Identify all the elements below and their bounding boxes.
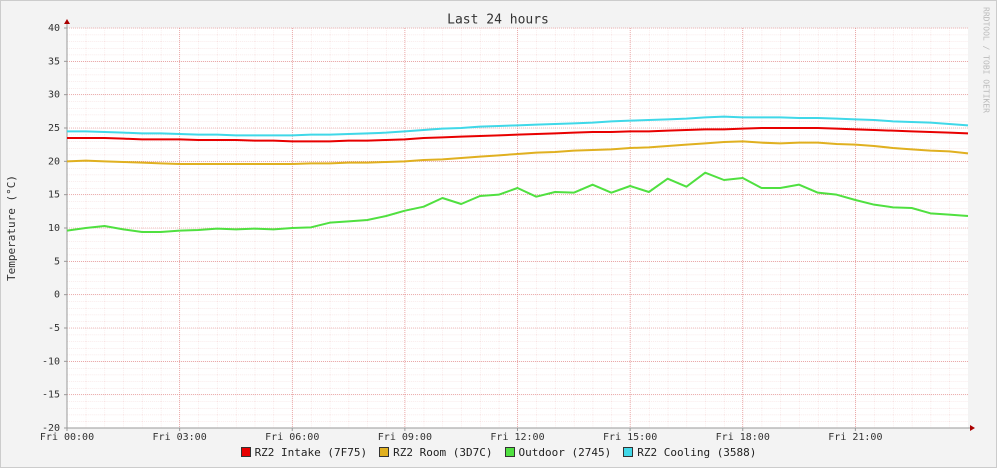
legend-label: RZ2 Intake (7F75) bbox=[254, 446, 368, 459]
y-tick-label: -10 bbox=[42, 356, 60, 367]
legend-item: Outdoor (2745) bbox=[504, 446, 612, 459]
legend-label: Outdoor (2745) bbox=[518, 446, 612, 459]
x-tick-label: Fri 21:00 bbox=[828, 432, 882, 443]
x-tick-label: Fri 15:00 bbox=[603, 432, 657, 443]
axis-arrow bbox=[64, 19, 70, 24]
series-line bbox=[66, 140, 969, 165]
chart-title: Last 24 hours bbox=[447, 13, 549, 28]
legend-swatch bbox=[623, 447, 634, 457]
y-tick-label: -15 bbox=[42, 390, 60, 401]
legend-swatch bbox=[504, 447, 515, 457]
y-tick-label: 15 bbox=[48, 190, 60, 201]
legend-label: RZ2 Cooling (3588) bbox=[637, 446, 757, 459]
y-tick-label: -5 bbox=[48, 323, 60, 334]
series-line bbox=[66, 171, 969, 233]
axis-arrow bbox=[970, 425, 975, 431]
x-tick-label: Fri 03:00 bbox=[153, 432, 207, 443]
x-tick-label: Fri 00:00 bbox=[40, 432, 94, 443]
legend-item: RZ2 Room (3D7C) bbox=[379, 446, 493, 459]
series-line bbox=[67, 115, 969, 137]
y-tick-label: 25 bbox=[48, 123, 60, 134]
legend-swatch bbox=[379, 447, 390, 457]
x-tick-label: Fri 12:00 bbox=[490, 432, 544, 443]
legend-label: RZ2 Room (3D7C) bbox=[393, 446, 493, 459]
y-tick-label: -20 bbox=[42, 423, 60, 434]
x-tick-label: Fri 06:00 bbox=[265, 432, 319, 443]
watermark: RRDTOOL / TOBI OETIKER bbox=[982, 7, 991, 113]
y-tick-label: 40 bbox=[48, 23, 60, 34]
legend: RZ2 Intake (7F75) RZ2 Room (3D7C) Outdoor … bbox=[0, 446, 997, 459]
y-tick-label: 0 bbox=[54, 290, 60, 301]
y-tick-label: 30 bbox=[48, 90, 60, 101]
y-tick-label: 5 bbox=[54, 256, 60, 267]
legend-swatch bbox=[240, 447, 251, 457]
x-tick-label: Fri 09:00 bbox=[378, 432, 432, 443]
legend-item: RZ2 Intake (7F75) bbox=[240, 446, 368, 459]
y-tick-label: 10 bbox=[48, 223, 60, 234]
y-tick-label: 20 bbox=[48, 156, 60, 167]
legend-item: RZ2 Cooling (3588) bbox=[623, 446, 756, 459]
y-tick-label: 35 bbox=[48, 56, 60, 67]
series-line bbox=[67, 127, 969, 143]
y-axis-label: Temperature (°C) bbox=[5, 175, 18, 281]
x-tick-label: Fri 18:00 bbox=[716, 432, 770, 443]
